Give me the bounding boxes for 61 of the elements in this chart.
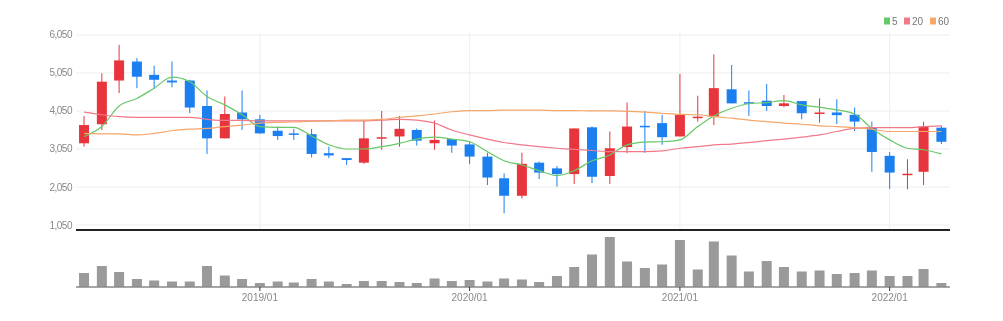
candlestick — [884, 151, 895, 190]
y-tick-label: 2,050 — [49, 181, 73, 193]
candlestick — [482, 152, 493, 186]
candlestick — [726, 64, 737, 104]
x-tick-label: 2022/01 — [871, 292, 909, 303]
bar — [778, 267, 789, 287]
candlestick — [114, 44, 125, 94]
candlestick — [936, 125, 947, 145]
bar — [202, 266, 213, 287]
y-tick-label: 6,050 — [49, 29, 73, 41]
bar — [761, 261, 772, 287]
legend-label: 20 — [912, 15, 924, 27]
bar — [849, 273, 860, 287]
bar — [639, 268, 650, 287]
bar — [674, 240, 685, 287]
bar — [569, 267, 580, 287]
bar — [96, 266, 107, 287]
candlestick — [849, 107, 860, 132]
candlestick — [376, 110, 387, 151]
bar — [692, 269, 703, 287]
y-tick-label: 1,050 — [49, 219, 73, 231]
y-tick-label: 5,050 — [49, 67, 73, 79]
candlestick — [149, 65, 160, 90]
candlestick — [657, 114, 668, 146]
candlestick — [131, 57, 142, 89]
bar — [831, 274, 842, 287]
candlestick — [551, 165, 562, 188]
bar — [866, 270, 877, 287]
bar — [587, 254, 598, 287]
bar — [79, 273, 90, 287]
candlestick — [499, 172, 510, 214]
bar — [657, 264, 668, 287]
bar — [902, 276, 913, 287]
x-tick-label: 2021/01 — [661, 292, 699, 303]
bar — [114, 272, 125, 287]
legend-label: 5 — [892, 15, 898, 27]
bar — [884, 276, 895, 287]
candlestick — [831, 98, 842, 125]
candlestick — [674, 73, 685, 137]
candlestick — [79, 115, 90, 148]
x-tick-label: 2020/01 — [451, 292, 489, 303]
bar — [551, 276, 562, 287]
candlestick — [622, 102, 633, 154]
bar — [743, 271, 754, 287]
bar — [604, 237, 615, 287]
candlestick — [306, 128, 317, 158]
candlestick — [778, 94, 789, 108]
candlestick — [394, 115, 405, 148]
bar — [622, 261, 633, 287]
legend-label: 60 — [938, 15, 950, 27]
y-tick-label: 4,050 — [49, 105, 73, 117]
bar — [708, 241, 719, 287]
x-tick-label: 2019/01 — [241, 292, 279, 303]
bar — [814, 270, 825, 287]
candlestick — [814, 97, 825, 124]
line-series — [83, 111, 942, 153]
bar — [796, 271, 807, 287]
bar — [726, 255, 737, 287]
bar — [918, 269, 929, 287]
y-tick-label: 3,050 — [49, 143, 73, 155]
candlestick — [464, 141, 475, 165]
